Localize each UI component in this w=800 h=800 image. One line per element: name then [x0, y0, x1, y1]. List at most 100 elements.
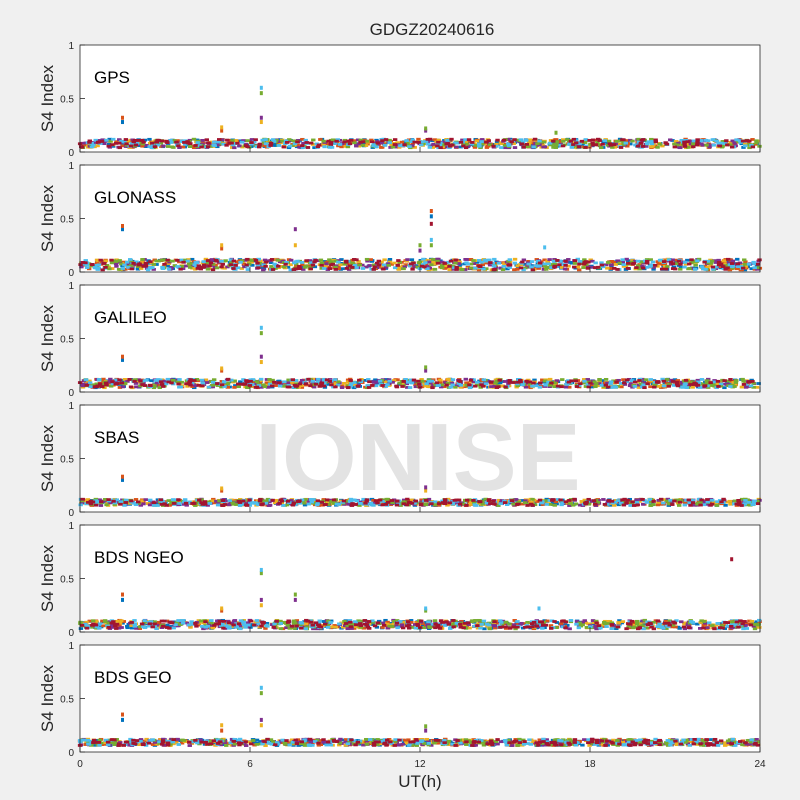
spike-point — [424, 488, 428, 493]
data-point — [471, 262, 477, 266]
data-point — [297, 499, 302, 503]
data-point — [457, 266, 463, 270]
data-point — [214, 259, 219, 263]
data-point — [325, 260, 331, 264]
data-point — [692, 503, 697, 507]
data-point — [674, 262, 680, 265]
data-point — [458, 380, 463, 383]
data-point — [635, 259, 641, 263]
data-point — [686, 498, 692, 502]
data-point — [706, 144, 712, 147]
data-point — [220, 499, 226, 502]
data-point — [548, 503, 553, 506]
data-point — [543, 499, 549, 503]
data-point — [492, 384, 497, 388]
data-point — [603, 383, 608, 387]
data-point — [105, 501, 110, 505]
data-point — [741, 379, 746, 383]
data-point — [155, 143, 161, 147]
data-point — [688, 503, 693, 507]
data-point — [238, 380, 243, 384]
data-point — [277, 502, 282, 505]
data-point — [376, 263, 382, 267]
data-point — [534, 258, 539, 261]
data-point — [521, 622, 526, 625]
data-point — [630, 385, 635, 389]
data-point — [544, 497, 549, 501]
data-point — [326, 503, 331, 506]
data-point — [493, 381, 498, 385]
data-point — [625, 498, 630, 502]
data-point — [695, 140, 700, 144]
data-point — [245, 139, 250, 143]
data-point — [661, 260, 667, 263]
data-point — [192, 263, 197, 267]
data-point — [317, 384, 322, 388]
data-point — [673, 625, 678, 629]
data-point — [259, 385, 264, 389]
data-point — [244, 263, 249, 267]
data-point — [526, 265, 531, 269]
data-point — [466, 381, 471, 385]
data-point — [512, 257, 518, 261]
data-point — [743, 144, 748, 148]
data-point — [440, 499, 445, 503]
data-point — [709, 259, 715, 263]
data-point — [678, 262, 683, 266]
data-point — [449, 381, 455, 385]
data-point — [620, 260, 626, 264]
data-point — [615, 499, 621, 503]
data-point — [303, 382, 309, 386]
data-point — [682, 142, 687, 146]
data-point — [227, 141, 232, 145]
data-point — [140, 383, 145, 387]
data-point — [124, 142, 129, 146]
data-point — [722, 142, 727, 145]
data-point — [717, 144, 723, 148]
data-point — [722, 386, 727, 390]
data-point — [143, 264, 149, 268]
data-point — [667, 502, 672, 506]
data-point — [115, 500, 120, 504]
data-point — [463, 257, 468, 261]
data-point — [669, 625, 674, 629]
data-point — [614, 139, 620, 143]
data-point — [540, 264, 545, 268]
data-point — [702, 260, 707, 264]
data-point — [357, 263, 363, 267]
data-point — [435, 259, 440, 263]
data-point — [245, 268, 251, 271]
data-point — [525, 504, 530, 507]
data-point — [202, 502, 208, 506]
data-point — [676, 259, 682, 263]
data-point — [202, 500, 208, 504]
data-point — [454, 268, 459, 271]
data-point — [347, 502, 352, 506]
data-point — [610, 145, 615, 149]
data-point — [128, 385, 134, 389]
data-point — [555, 259, 560, 262]
data-point — [511, 142, 516, 146]
data-point — [557, 263, 562, 267]
data-point — [660, 377, 665, 381]
data-point — [657, 142, 663, 146]
data-point — [419, 498, 424, 502]
data-point — [750, 138, 755, 141]
data-point — [145, 268, 151, 272]
data-point — [277, 140, 282, 143]
data-point — [324, 262, 329, 266]
data-point — [295, 140, 300, 144]
data-point — [372, 141, 377, 145]
data-point — [392, 138, 398, 141]
data-point — [376, 259, 382, 263]
data-point — [507, 258, 513, 262]
data-point — [523, 499, 528, 503]
data-point — [205, 267, 211, 271]
data-point — [641, 622, 646, 626]
data-point — [402, 265, 407, 269]
data-point — [206, 385, 212, 389]
data-point — [434, 381, 440, 385]
data-point — [140, 144, 145, 148]
data-point — [544, 502, 549, 506]
data-point — [118, 502, 123, 506]
